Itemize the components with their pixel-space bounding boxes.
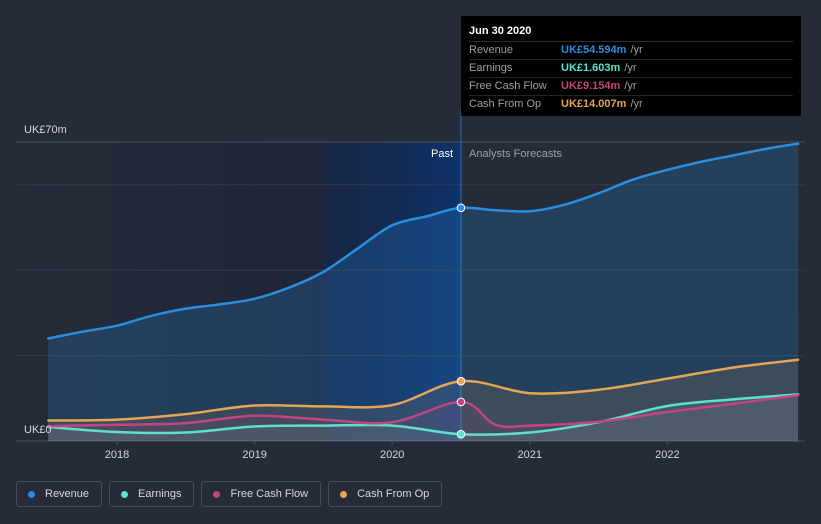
tooltip-date: Jun 30 2020 xyxy=(469,24,793,42)
revenue-area xyxy=(48,143,799,441)
tooltip-label: Earnings xyxy=(469,62,513,74)
legend-item-earnings[interactable]: Earnings xyxy=(109,481,195,507)
x-tick-label: 2022 xyxy=(655,449,679,461)
cfo-line xyxy=(46,358,800,422)
cash-from-op-dot-icon xyxy=(340,490,348,498)
earnings-area xyxy=(48,394,799,441)
tooltip-row-free-cash-flow: Free Cash Flow UK£9.154m /yr xyxy=(469,78,793,96)
tooltip-row-earnings: Earnings UK£1.603m /yr xyxy=(469,60,793,78)
x-tick-label: 2018 xyxy=(105,449,129,461)
earnings-marker xyxy=(456,429,466,439)
earnings-line xyxy=(46,393,800,436)
tooltip-label: Revenue xyxy=(469,44,514,56)
y-axis-bottom-label: UK£0 xyxy=(24,424,52,436)
past-label: Past xyxy=(431,148,453,160)
legend: Revenue Earnings Free Cash Flow Cash Fro… xyxy=(16,481,443,507)
fcf-area xyxy=(48,395,799,441)
legend-label: Earnings xyxy=(138,488,182,500)
tooltip-row-cash-from-op: Cash From Op UK£14.007m /yr xyxy=(469,96,793,113)
tooltip-unit: /yr xyxy=(630,98,643,110)
tooltip-label: Cash From Op xyxy=(469,98,542,110)
tooltip-value: UK£9.154m xyxy=(561,80,621,92)
highlight-band xyxy=(323,142,461,441)
revenue-line xyxy=(46,142,800,340)
x-tick-label: 2021 xyxy=(518,449,542,461)
legend-item-revenue[interactable]: Revenue xyxy=(16,481,103,507)
tooltip-unit: /yr xyxy=(624,62,637,74)
tooltip-label: Free Cash Flow xyxy=(469,80,547,92)
forecast-label: Analysts Forecasts xyxy=(469,148,562,160)
legend-label: Revenue xyxy=(45,488,90,500)
tooltip-value: UK£1.603m xyxy=(561,62,621,74)
x-tick-label: 2020 xyxy=(380,449,404,461)
tooltip-value: UK£54.594m xyxy=(561,44,627,56)
tooltip: Jun 30 2020 Revenue UK£54.594m /yr Earni… xyxy=(461,16,801,116)
tooltip-value: UK£14.007m xyxy=(561,98,627,110)
legend-item-cash-from-op[interactable]: Cash From Op xyxy=(328,481,443,507)
legend-label: Free Cash Flow xyxy=(230,488,309,500)
tooltip-unit: /yr xyxy=(630,44,643,56)
revenue-marker xyxy=(456,203,466,213)
legend-item-free-cash-flow[interactable]: Free Cash Flow xyxy=(201,481,322,507)
revenue-dot-icon xyxy=(28,490,35,498)
legend-label: Cash From Op xyxy=(357,488,430,500)
tooltip-unit: /yr xyxy=(624,80,637,92)
earnings-dot-icon xyxy=(121,490,129,498)
free-cash-flow-dot-icon xyxy=(213,490,221,498)
fcf-marker xyxy=(456,397,466,407)
x-tick-label: 2019 xyxy=(242,449,266,461)
tooltip-row-revenue: Revenue UK£54.594m /yr xyxy=(469,42,793,60)
y-axis-top-label: UK£70m xyxy=(24,124,67,136)
cfo-marker xyxy=(456,376,466,386)
